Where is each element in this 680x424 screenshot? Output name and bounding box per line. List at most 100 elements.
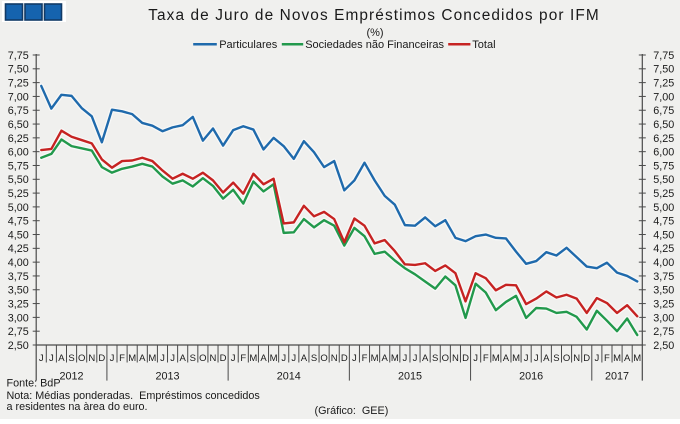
svg-text:A: A bbox=[179, 353, 186, 364]
svg-text:A: A bbox=[139, 353, 146, 364]
svg-text:3,75: 3,75 bbox=[653, 271, 674, 283]
svg-text:6,75: 6,75 bbox=[8, 105, 29, 117]
svg-text:D: D bbox=[98, 353, 105, 364]
svg-text:M: M bbox=[148, 353, 156, 364]
svg-text:M: M bbox=[249, 353, 257, 364]
svg-text:6,50: 6,50 bbox=[653, 119, 674, 131]
svg-text:M: M bbox=[391, 353, 399, 364]
svg-text:M: M bbox=[270, 353, 278, 364]
svg-text:5,50: 5,50 bbox=[8, 174, 29, 186]
svg-text:A: A bbox=[382, 353, 389, 364]
svg-text:D: D bbox=[341, 353, 348, 364]
svg-text:N: N bbox=[331, 353, 338, 364]
svg-text:5,50: 5,50 bbox=[653, 174, 674, 186]
svg-text:5,00: 5,00 bbox=[8, 202, 29, 214]
svg-text:O: O bbox=[320, 353, 327, 364]
svg-text:2,75: 2,75 bbox=[653, 326, 674, 338]
svg-text:5,75: 5,75 bbox=[653, 160, 674, 172]
svg-text:Nota: Médias ponderadas. Empr: Nota: Médias ponderadas. Empréstimos con… bbox=[7, 390, 261, 402]
svg-text:5,25: 5,25 bbox=[8, 188, 29, 200]
svg-text:7,75: 7,75 bbox=[653, 50, 674, 62]
svg-text:F: F bbox=[604, 353, 610, 364]
svg-text:S: S bbox=[432, 353, 438, 364]
svg-text:2014: 2014 bbox=[277, 370, 301, 382]
svg-text:6,25: 6,25 bbox=[653, 133, 674, 145]
svg-text:J: J bbox=[473, 353, 478, 364]
svg-text:6,50: 6,50 bbox=[8, 119, 29, 131]
svg-text:M: M bbox=[128, 353, 136, 364]
svg-text:3,00: 3,00 bbox=[653, 312, 674, 324]
svg-text:J: J bbox=[524, 353, 529, 364]
svg-text:A: A bbox=[543, 353, 550, 364]
svg-text:2,75: 2,75 bbox=[8, 326, 29, 338]
svg-text:N: N bbox=[88, 353, 95, 364]
svg-text:2013: 2013 bbox=[156, 370, 180, 382]
svg-text:M: M bbox=[613, 353, 621, 364]
svg-text:J: J bbox=[291, 353, 296, 364]
svg-text:M: M bbox=[512, 353, 520, 364]
svg-text:J: J bbox=[110, 353, 115, 364]
svg-text:J: J bbox=[594, 353, 599, 364]
svg-text:J: J bbox=[160, 353, 165, 364]
svg-text:F: F bbox=[483, 353, 489, 364]
svg-text:7,00: 7,00 bbox=[8, 91, 29, 103]
svg-text:A: A bbox=[260, 353, 267, 364]
svg-text:J: J bbox=[170, 353, 175, 364]
svg-text:J: J bbox=[231, 353, 236, 364]
svg-text:2015: 2015 bbox=[398, 370, 422, 382]
svg-text:A: A bbox=[624, 353, 631, 364]
svg-text:7,25: 7,25 bbox=[8, 78, 29, 90]
svg-text:A: A bbox=[503, 353, 510, 364]
svg-text:3,25: 3,25 bbox=[653, 298, 674, 310]
svg-text:O: O bbox=[78, 353, 85, 364]
svg-text:A: A bbox=[58, 353, 65, 364]
svg-text:J: J bbox=[281, 353, 286, 364]
svg-text:D: D bbox=[583, 353, 590, 364]
svg-text:a residentes na àrea do euro.: a residentes na àrea do euro. bbox=[7, 401, 148, 413]
svg-text:J: J bbox=[534, 353, 539, 364]
svg-text:(%): (%) bbox=[366, 27, 383, 39]
svg-text:7,50: 7,50 bbox=[653, 64, 674, 76]
svg-text:6,00: 6,00 bbox=[653, 147, 674, 159]
svg-text:4,75: 4,75 bbox=[653, 216, 674, 228]
svg-text:5,00: 5,00 bbox=[653, 202, 674, 214]
svg-text:J: J bbox=[403, 353, 408, 364]
svg-text:4,50: 4,50 bbox=[8, 229, 29, 241]
svg-text:4,00: 4,00 bbox=[653, 257, 674, 269]
svg-text:7,00: 7,00 bbox=[653, 91, 674, 103]
svg-text:2012: 2012 bbox=[60, 370, 84, 382]
svg-text:3,75: 3,75 bbox=[8, 271, 29, 283]
svg-text:J: J bbox=[49, 353, 54, 364]
svg-text:M: M bbox=[633, 353, 641, 364]
svg-text:N: N bbox=[573, 353, 580, 364]
svg-text:N: N bbox=[452, 353, 459, 364]
svg-text:Fonte: BdP: Fonte: BdP bbox=[7, 377, 61, 389]
svg-text:A: A bbox=[301, 353, 308, 364]
svg-text:2,50: 2,50 bbox=[8, 340, 29, 352]
svg-text:J: J bbox=[352, 353, 357, 364]
svg-text:4,00: 4,00 bbox=[8, 257, 29, 269]
svg-text:7,75: 7,75 bbox=[8, 50, 29, 62]
svg-text:Particulares: Particulares bbox=[219, 39, 278, 51]
svg-text:2016: 2016 bbox=[519, 370, 543, 382]
svg-text:(Gráfico: GEE): (Gráfico: GEE) bbox=[315, 405, 389, 417]
svg-text:D: D bbox=[220, 353, 227, 364]
svg-text:O: O bbox=[199, 353, 206, 364]
svg-text:3,25: 3,25 bbox=[8, 298, 29, 310]
svg-text:4,25: 4,25 bbox=[8, 243, 29, 255]
svg-text:M: M bbox=[371, 353, 379, 364]
svg-text:S: S bbox=[68, 353, 74, 364]
svg-text:2017: 2017 bbox=[605, 370, 629, 382]
svg-text:5,25: 5,25 bbox=[653, 188, 674, 200]
svg-text:F: F bbox=[119, 353, 125, 364]
svg-text:N: N bbox=[210, 353, 217, 364]
svg-text:J: J bbox=[413, 353, 418, 364]
svg-text:Taxa de Juro de Novos Emprésti: Taxa de Juro de Novos Empréstimos Conced… bbox=[148, 7, 600, 24]
svg-text:4,50: 4,50 bbox=[653, 229, 674, 241]
svg-text:J: J bbox=[39, 353, 44, 364]
svg-text:3,50: 3,50 bbox=[8, 285, 29, 297]
svg-text:S: S bbox=[553, 353, 559, 364]
svg-text:O: O bbox=[563, 353, 570, 364]
svg-text:6,25: 6,25 bbox=[8, 133, 29, 145]
svg-text:2,50: 2,50 bbox=[653, 340, 674, 352]
